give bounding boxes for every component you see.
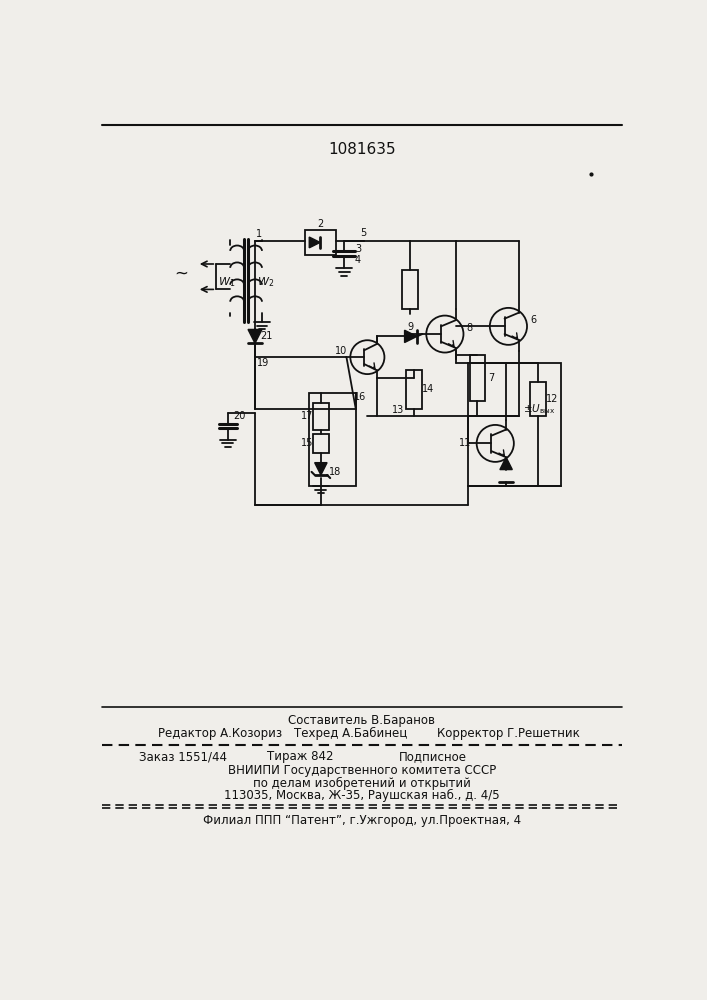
Bar [402,270,418,309]
Bar [313,403,329,430]
Text: Подписное: Подписное [398,750,467,763]
Text: Техред А.Бабинец: Техред А.Бабинец [293,727,407,740]
Text: $W_1$: $W_1$ [218,275,235,289]
Text: 12: 12 [546,394,558,404]
Text: 16: 16 [354,392,366,402]
Bar [406,370,421,409]
Text: 5: 5 [361,228,367,238]
Text: Корректор Г.Решетник: Корректор Г.Решетник [437,727,580,740]
Text: 8: 8 [467,323,473,333]
Text: 1081635: 1081635 [328,142,396,157]
Polygon shape [248,329,262,343]
Text: 10: 10 [335,346,347,356]
Bar [468,363,561,486]
Text: Редактор А.Козориз: Редактор А.Козориз [158,727,282,740]
Bar [309,393,356,486]
Text: Филиал ППП “Патент”, г.Ужгород, ул.Проектная, 4: Филиал ППП “Патент”, г.Ужгород, ул.Проек… [203,814,521,827]
Bar [313,434,329,453]
Text: Заказ 1551/44: Заказ 1551/44 [139,750,227,763]
Text: 4: 4 [355,255,361,265]
Text: 20: 20 [233,411,246,421]
Text: 19: 19 [257,358,269,368]
Text: 6: 6 [530,315,537,325]
Text: 14: 14 [421,384,434,394]
Text: 113035, Москва, Ж-35, Раушская наб., д. 4/5: 113035, Москва, Ж-35, Раушская наб., д. … [224,789,500,802]
Text: ВНИИПИ Государственного комитета СССР: ВНИИПИ Государственного комитета СССР [228,764,496,777]
Text: 18: 18 [329,467,341,477]
Text: 17: 17 [300,411,313,421]
Text: $W_2$: $W_2$ [257,275,274,289]
Polygon shape [404,330,417,343]
Text: 13: 13 [392,405,404,415]
Text: ~: ~ [175,265,188,283]
Text: 11: 11 [459,438,471,448]
Bar [530,382,546,416]
Polygon shape [315,463,327,475]
Text: 1: 1 [256,229,262,239]
Polygon shape [500,457,513,470]
Text: по делам изобретений и открытий: по делам изобретений и открытий [253,776,471,790]
Text: 9: 9 [408,322,414,332]
Polygon shape [309,237,320,248]
Text: 2: 2 [317,219,324,229]
Bar [469,355,485,401]
Text: 15: 15 [300,438,313,448]
Text: 21: 21 [260,331,273,341]
Text: 3: 3 [355,244,361,254]
Text: Тираж 842: Тираж 842 [267,750,333,763]
Text: 7: 7 [489,373,494,383]
Text: Составитель В.Баранов: Составитель В.Баранов [288,714,436,727]
Text: $\pm U_{\rm вых}$: $\pm U_{\rm вых}$ [523,402,556,416]
Bar [305,230,337,255]
